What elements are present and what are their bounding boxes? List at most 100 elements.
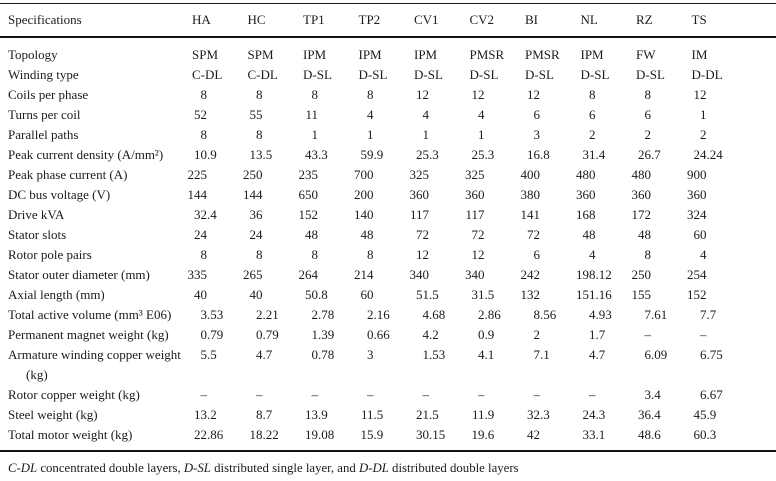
cell: 0.78 [303, 345, 359, 385]
cell: 8 [192, 125, 248, 145]
cell-value-integer: 1 [367, 127, 374, 142]
cell-value-fraction: .53 [207, 307, 224, 322]
row-label: Topology [8, 47, 58, 62]
cell-value-integer: 72 [416, 227, 429, 242]
cell: 59.9 [359, 145, 415, 165]
cell-value-integer: 11 [360, 407, 374, 422]
cell-value-fraction: .5 [429, 407, 439, 422]
cell: 4.93 [581, 305, 637, 325]
cell-value-fraction: .61 [651, 307, 668, 322]
cell: 117 [465, 205, 526, 225]
cell-value-integer: 3 [200, 307, 208, 322]
cell-value-integer: 6 [644, 347, 652, 362]
cell: 13.9 [303, 405, 359, 425]
cell-value-integer: 10 [194, 147, 207, 162]
cell: C-DL [192, 67, 223, 82]
cell: 8 [581, 85, 637, 105]
cell-value-fraction: .7 [595, 347, 606, 362]
cell: 8 [248, 245, 304, 265]
cell-value-fraction: .5 [484, 287, 495, 302]
cell: 6.67 [692, 385, 776, 405]
cell: 26.7 [636, 145, 692, 165]
table-row: Rotor pole pairs 8 8 8 8 12 12 6 4 8 4 [0, 245, 776, 265]
table-row: Coils per phase 8 8 8 8 12 12 12 8 8 12 [0, 85, 776, 105]
table-header-row: Specifications HA HC TP1 TP2 CV1 CV2 BI NL RZ TS [0, 3, 776, 38]
cell-value-fraction: .53 [429, 347, 446, 362]
cell-value-integer: 4 [367, 107, 374, 122]
cell-value-integer: 900 [687, 167, 707, 182]
cell-value-integer: 132 [520, 287, 541, 302]
cell-value-integer: 40 [249, 287, 263, 302]
cell-value-integer: 360 [465, 187, 485, 202]
cell: 60 [692, 225, 776, 245]
cell: 12 [414, 85, 470, 105]
cell: IPM [414, 47, 438, 62]
cell: 4.7 [581, 345, 637, 385]
cell-value-integer: 0 [200, 327, 208, 342]
cell-value-integer: 3 [533, 127, 541, 142]
cell-value-integer: 225 [187, 167, 208, 182]
cell-value-integer: 1 [422, 127, 430, 142]
cell-value-fraction: .67 [706, 387, 723, 402]
cell: 50.8 [303, 285, 359, 305]
cell-value-fraction: .9 [484, 407, 495, 422]
cell-value-integer: 4 [478, 347, 485, 362]
cell: 24.24 [692, 145, 776, 165]
cell: – [414, 385, 470, 405]
cell: 60 [359, 285, 415, 305]
cell: – [525, 385, 581, 405]
cell-value-fraction: .4 [651, 387, 661, 402]
cell-value-fraction: .4 [651, 407, 661, 422]
cell: 5.5 [192, 345, 248, 385]
cell: 6 [636, 105, 692, 125]
cell-value-integer: 200 [354, 187, 374, 202]
cell: 144 [188, 185, 248, 205]
column-header-tp2: TP2 [358, 3, 414, 38]
cell: 4 [414, 105, 470, 125]
cell-value-integer: 2 [700, 127, 707, 142]
cell: D-SL [469, 67, 499, 82]
footnote-abbreviation: C-DL [8, 461, 38, 475]
cell-value-integer: 59 [360, 147, 374, 162]
cell: 254 [687, 265, 776, 285]
cell-value-integer: 72 [471, 227, 485, 242]
cell-value-integer: 4 [589, 347, 596, 362]
cell: 264 [299, 265, 359, 285]
cell-value-integer: 13 [194, 407, 207, 422]
cell: 40 [192, 285, 248, 305]
cell-value-fraction: .6 [651, 427, 661, 442]
cell-value-integer: 26 [638, 147, 651, 162]
cell: – [248, 385, 304, 405]
cell: 480 [576, 165, 637, 185]
cell-value-integer: 1 [478, 127, 485, 142]
cell: 151.16 [576, 285, 637, 305]
cell: D-SL [414, 67, 443, 82]
column-header-tp1: TP1 [303, 3, 359, 38]
cell: 12 [692, 85, 776, 105]
table-row: Topology SPM SPM IPM IPM IPM PMSR PMSR IPM FW IM [0, 37, 776, 65]
cell-value-integer: 325 [409, 167, 430, 182]
cell-value-integer: 36 [638, 407, 651, 422]
cell: 7.1 [525, 345, 581, 385]
cell: 1.39 [303, 325, 359, 345]
cell-value-integer: 51 [416, 287, 429, 302]
table-row: Peak current density (A/mm²) 10.9 13.5 43.3… [0, 145, 776, 165]
cell-value-integer: 48 [360, 227, 374, 242]
cell-value-fraction: .24 [706, 147, 723, 162]
cell: 8 [248, 125, 304, 145]
table-row: Total motor weight (kg) 22.86 18.22 19.08 15… [0, 425, 776, 451]
cell-value-fraction: .1 [540, 347, 550, 362]
cell: 8 [192, 245, 248, 265]
cell-value-integer: 21 [416, 407, 429, 422]
cell: 250 [632, 265, 692, 285]
cell-value-integer: 4 [478, 107, 485, 122]
cell-value-integer: 32 [527, 407, 540, 422]
cell: 48 [636, 225, 692, 245]
row-label: Rotor pole pairs [8, 247, 92, 262]
footnote-abbreviation: D-DL [358, 461, 389, 475]
cell: 117 [410, 205, 470, 225]
cell: 8 [359, 85, 415, 105]
cell: C-DL [247, 67, 278, 82]
cell: 214 [354, 265, 415, 285]
cell-value-fraction: .78 [318, 307, 335, 322]
